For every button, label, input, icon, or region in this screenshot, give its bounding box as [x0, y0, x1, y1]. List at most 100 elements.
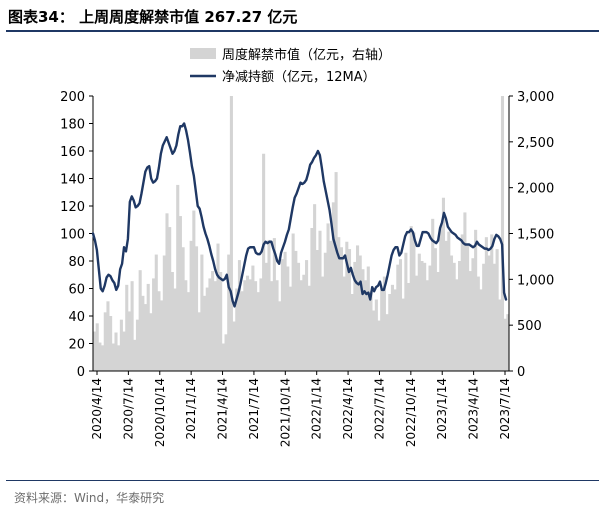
unlock-bar [361, 269, 365, 371]
left-tick-label: 60 [68, 283, 85, 298]
x-tick-label: 2022/1/14 [310, 378, 324, 440]
unlock-bar [307, 285, 311, 371]
unlock-bar [425, 280, 429, 371]
unlock-bar [329, 240, 333, 371]
unlock-bar [428, 265, 432, 371]
unlock-bar [380, 288, 384, 371]
unlock-bar [482, 263, 486, 371]
net-reduction-line [91, 122, 508, 308]
unlock-bar [404, 252, 408, 371]
unlock-bar [433, 248, 437, 371]
unlock-bar [152, 278, 156, 371]
unlock-bar [197, 312, 201, 371]
unlock-bar [492, 263, 496, 371]
unlock-bar [245, 275, 250, 371]
unlock-bar [471, 258, 475, 371]
unlock-bar [248, 279, 252, 371]
unlock-bar [484, 237, 488, 371]
legend-label-unlock: 周度解禁市值（亿元，右轴） [222, 47, 391, 63]
unlock-bar [237, 260, 242, 371]
unlock-bar [503, 318, 507, 371]
unlock-bar [490, 234, 494, 371]
unlock-bar [382, 276, 386, 371]
unlock-bar [369, 291, 373, 371]
unlock-bar [364, 280, 368, 371]
unlock-bar [146, 283, 150, 371]
unlock-bar [103, 312, 107, 371]
unlock-bar [170, 272, 174, 371]
unlock-bar [500, 96, 505, 371]
unlock-bar [98, 342, 102, 371]
unlock-bar [366, 266, 370, 371]
right-tick-label: 1,000 [517, 273, 554, 288]
unlock-bar [259, 278, 263, 371]
unlock-bar [441, 197, 445, 371]
unlock-bar [337, 237, 341, 371]
left-tick-label: 0 [77, 365, 85, 380]
unlock-bar [407, 283, 411, 371]
unlock-bar [313, 204, 317, 371]
unlock-bar [109, 316, 113, 371]
unlock-bar [458, 261, 462, 371]
unlock-bar [396, 264, 400, 371]
unlock-bar [154, 254, 158, 371]
unlock-bar [275, 280, 279, 371]
unlock-bar [420, 261, 424, 371]
unlock-bar [305, 260, 309, 371]
unlock-bar [286, 266, 290, 371]
unlock-bar [235, 288, 239, 371]
x-tick-label: 2021/7/14 [247, 378, 261, 440]
unlock-bar [390, 284, 394, 371]
unlock-bar [213, 281, 217, 371]
x-tick-label: 2022/7/14 [372, 378, 386, 440]
unlock-bar [205, 287, 209, 371]
unlock-bar [498, 299, 502, 371]
unlock-bar [474, 229, 478, 371]
unlock-bar [184, 280, 188, 371]
unlock-bar [463, 212, 467, 371]
unlock-bar [326, 223, 330, 371]
unlock-bar [216, 243, 220, 371]
x-tick-label: 2022/10/14 [404, 378, 418, 447]
unlock-bar [372, 310, 376, 371]
unlock-bar [350, 294, 354, 371]
right-tick-label: 0 [517, 365, 525, 380]
unlock-bar [160, 300, 164, 371]
x-tick-label: 2023/7/14 [498, 378, 512, 440]
left-tick-label: 200 [60, 90, 85, 105]
unlock-bar [385, 314, 389, 371]
left-tick-label: 120 [60, 200, 85, 215]
unlock-bar [186, 292, 191, 371]
unlock-bar [342, 276, 346, 371]
unlock-bar [111, 343, 115, 371]
unlock-bar [138, 270, 142, 371]
unlock-bar [331, 202, 335, 371]
chart-area: 0 20 40 60 80 100 120 140 160 180 200 0 500 1,000 1,50… [0, 32, 605, 479]
left-tick-label: 20 [68, 338, 85, 353]
unlock-bar [168, 227, 172, 371]
unlock-bar [189, 240, 193, 371]
unlock-bar [452, 262, 456, 371]
unlock-bar [294, 250, 298, 371]
unlock-bar [339, 247, 343, 371]
unlock-bar [192, 210, 196, 371]
left-tick-label: 80 [68, 255, 85, 270]
unlock-bar [356, 245, 360, 371]
unlock-bar [181, 247, 185, 371]
unlock-bar [436, 272, 440, 371]
figure-title-bar: 图表34： 上周周度解禁市值 267.27 亿元 [6, 2, 599, 32]
unlock-bar [296, 262, 301, 371]
unlock-bar [176, 184, 180, 371]
unlock-bar [466, 245, 470, 371]
x-tick-label: 2020/7/14 [121, 378, 135, 440]
unlock-bar [141, 295, 145, 371]
unlock-bar [468, 271, 472, 371]
unlock-bar [203, 295, 207, 371]
right-tick-label: 500 [517, 319, 542, 334]
figure-footer: 资料来源：Wind，华泰研究 [6, 480, 599, 517]
unlock-bar [270, 281, 274, 371]
unlock-bar [401, 298, 405, 371]
unlock-bar [388, 294, 392, 371]
unlock-bar [321, 276, 325, 371]
unlock-bar [243, 280, 247, 371]
